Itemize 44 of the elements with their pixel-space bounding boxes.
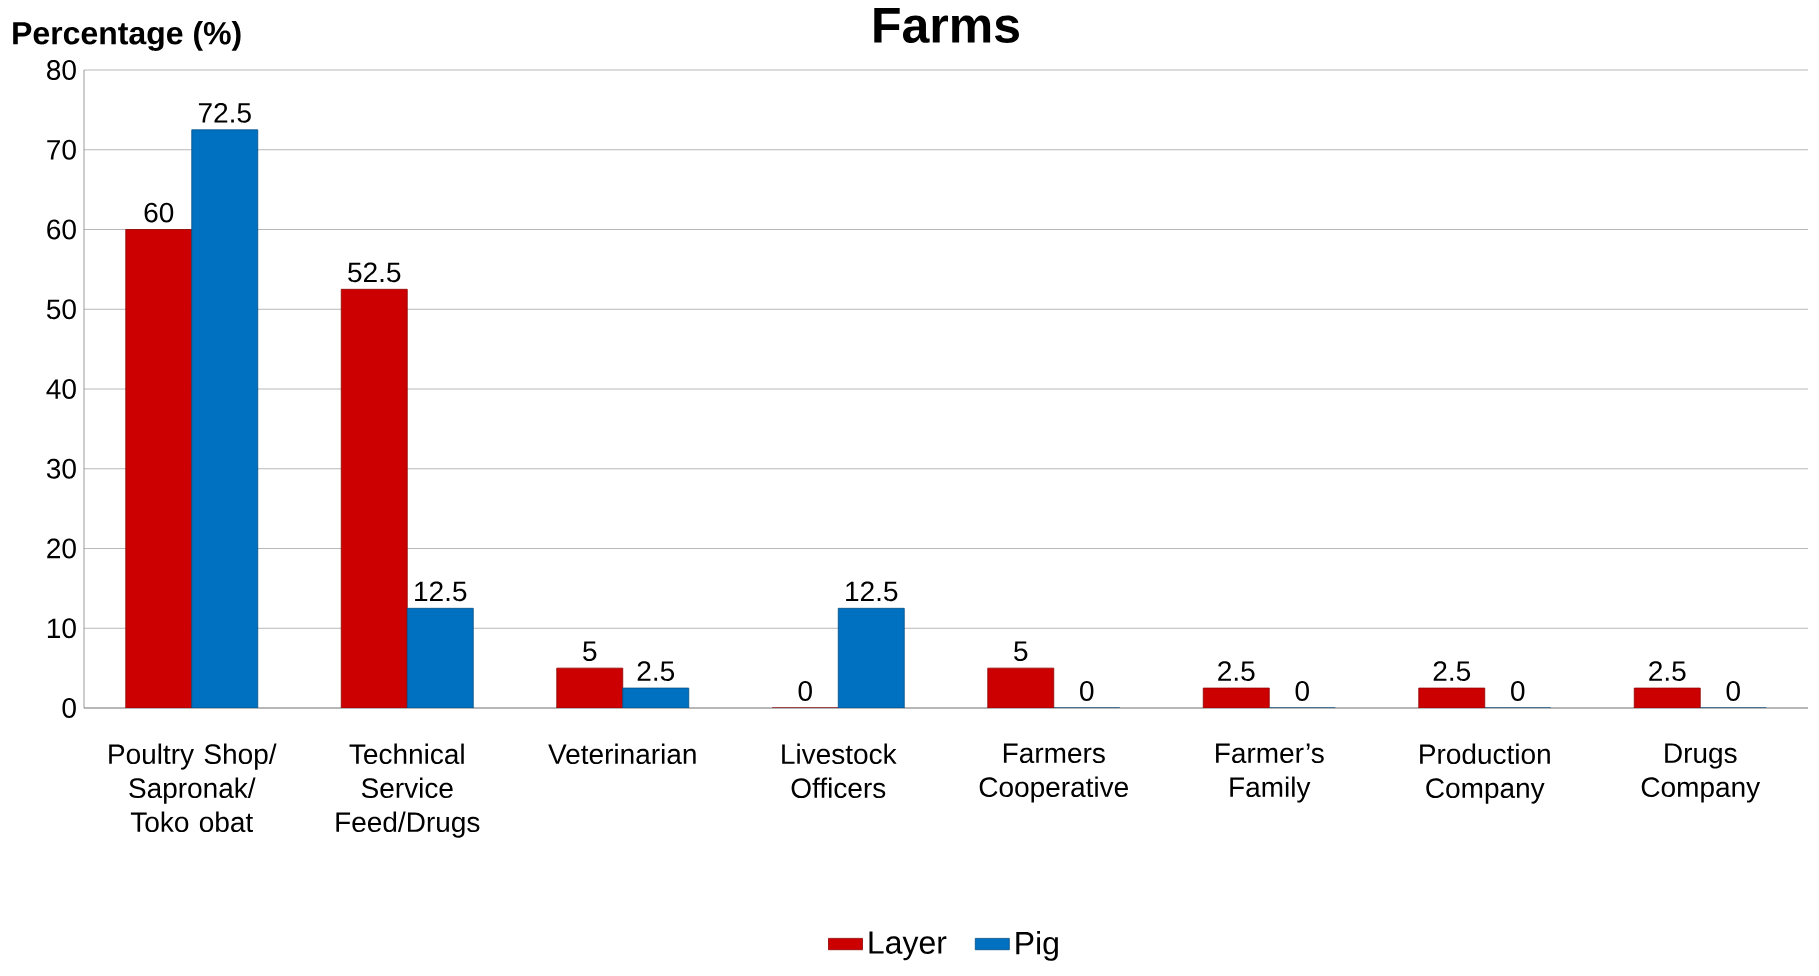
legend-label: Layer <box>869 931 947 961</box>
y-tick-label: 40 <box>46 379 76 399</box>
bar <box>837 607 905 708</box>
data-label: 52.5 <box>348 262 401 283</box>
x-tick-label: Production Company <box>1420 743 1550 804</box>
chart-title: Farms <box>874 8 1019 44</box>
y-tick-label: 60 <box>47 219 76 240</box>
y-tick-label: 70 <box>47 139 76 160</box>
data-label: 5 <box>583 641 597 662</box>
y-tick-label: 30 <box>46 458 76 479</box>
y-tick-label: 20 <box>47 538 76 559</box>
y-tick-label: 0 <box>62 698 76 718</box>
data-label: 2.5 <box>1649 661 1686 682</box>
data-label: 0 <box>1080 681 1094 701</box>
data-label: 60 <box>144 202 174 223</box>
data-label: 0 <box>1726 681 1740 701</box>
data-label: 0 <box>798 681 812 701</box>
bar <box>191 129 259 708</box>
y-axis-title: Percentage (%) <box>13 20 241 51</box>
data-label: 12.5 <box>846 581 898 602</box>
x-tick-label: Farmer’s Family <box>1216 743 1324 803</box>
x-tick-label: Farmers Cooperative <box>979 743 1128 803</box>
data-label: 0 <box>1295 681 1309 701</box>
x-tick-label: Veterinarian <box>548 743 696 765</box>
y-tick-label: 50 <box>46 299 76 320</box>
data-label: 5 <box>1014 641 1028 662</box>
data-label: 12.5 <box>415 581 467 602</box>
bar <box>987 667 1055 708</box>
bar <box>556 667 624 708</box>
x-tick-label: Poultry Shop/ Sapronak/ Toko obat <box>109 743 277 833</box>
data-label: 2.5 <box>1218 661 1255 682</box>
y-tick-label: 80 <box>47 60 76 80</box>
data-label: 2.5 <box>637 661 675 682</box>
data-label: 2.5 <box>1433 661 1471 682</box>
legend-label: Pig <box>1016 930 1058 961</box>
data-label: 72.5 <box>198 102 251 123</box>
x-tick-label: Livestock Officers <box>782 743 897 799</box>
bar <box>406 607 474 708</box>
bar <box>125 229 193 708</box>
x-tick-label: Technical Service Feed/Drugs <box>336 743 480 838</box>
data-label: 0 <box>1511 681 1525 701</box>
y-tick-label: 10 <box>47 618 76 639</box>
x-tick-label: Drugs Company <box>1641 743 1761 803</box>
bar <box>340 288 408 708</box>
